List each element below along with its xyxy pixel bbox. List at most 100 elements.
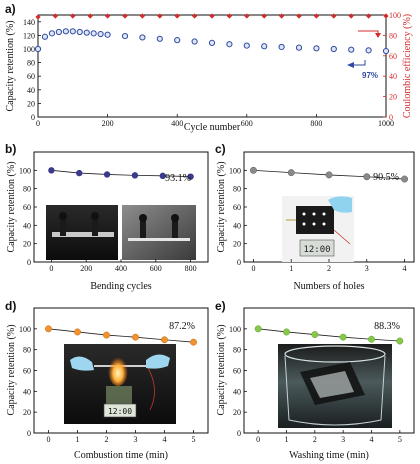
panel-a-retention-point [330, 45, 337, 53]
panel-b-data-point [159, 172, 166, 180]
panel-d-ytick-label: 60 [23, 367, 31, 376]
panel-a-efficiency-point [70, 13, 76, 19]
panel-a-xtick-label: 0 [36, 119, 40, 128]
panel-a-efficiency-point [52, 13, 58, 19]
panel-a-ytick2-label: 0 [389, 113, 393, 122]
panel-c-axes: 0 20 40 60 80 100 0 1 2 3 4 [229, 166, 407, 273]
panel-a-retention-point [261, 43, 268, 50]
panel-a-xlabel: Cycle number [184, 122, 241, 133]
panel-d-ytick-label: 0 [27, 429, 31, 438]
panel-e-ytick-label: 20 [233, 408, 241, 417]
panel-b: b) 0 20 40 60 80 100 0 200 400 600 800 93.1% Bendi… [5, 142, 209, 292]
panel-b-data-point [187, 173, 194, 180]
panel-b-photo [46, 205, 196, 260]
panel-c-series [249, 166, 409, 183]
panel-a-retention-point [156, 35, 163, 42]
panel-d-clock-text: 12:00 [108, 407, 132, 416]
panel-c-ytick-label: 40 [233, 221, 241, 230]
panel-a-efficiency-point [192, 13, 198, 19]
panel-a-efficiency-point [157, 13, 163, 19]
panel-a-efficiency-point [226, 13, 232, 19]
panel-a-annotation: 97% [362, 71, 378, 80]
panel-d-clock [103, 403, 137, 418]
panel-a-retention-point [382, 47, 390, 55]
panel-d-data-point [74, 328, 81, 336]
panel-a-efficiency-point [174, 13, 180, 19]
panel-a-right-axis: 0 20 40 60 80 100 [383, 11, 401, 122]
panel-a-ytick-label: 40 [27, 86, 35, 95]
panel-a-ytick-label: 80 [27, 59, 35, 68]
panel-d-ytick-label: 20 [23, 408, 31, 417]
panel-a-xtick-label: 600 [241, 119, 253, 128]
panel-c-xtick-label: 1 [289, 264, 293, 273]
panel-e-ytick-label: 0 [237, 429, 241, 438]
panel-a-efficiency-point [105, 13, 111, 19]
panel-a-ytick2-label: 80 [389, 31, 397, 40]
panel-d-ytick-label: 100 [19, 325, 31, 334]
panel-a-retention-point [174, 37, 181, 44]
panel-b-data-point [103, 171, 111, 178]
panel-e-xtick-label: 0 [256, 435, 260, 444]
panel-a-efficiency-point [313, 13, 319, 19]
panel-d-axes: 0 20 40 60 80 100 0 1 2 3 4 5 [19, 325, 196, 444]
panel-a-retention-point [226, 41, 233, 48]
panel-c-photo: 12:00 [282, 196, 354, 262]
panel-d-ytick-label: 40 [23, 387, 31, 396]
panel-e-axes: 0 20 40 60 80 100 0 1 2 3 4 5 [229, 325, 402, 444]
panel-b-ytick-label: 100 [19, 166, 31, 175]
panel-a-efficiency-point [139, 13, 145, 19]
panel-a-ytick-label: 60 [27, 72, 35, 81]
panel-b-ytick-label: 80 [23, 185, 31, 194]
panel-d: d) 12:00 0 20 40 60 80 100 0 1 2 3 4 5 87.2% Combus… [5, 299, 209, 461]
panel-b-xtick-label: 800 [185, 264, 197, 273]
panel-a-retention-bracket [353, 60, 366, 66]
panel-b-ytick-label: 60 [23, 203, 31, 212]
panel-d-annotation: 87.2% [169, 321, 195, 332]
panel-a-efficiency-point [383, 13, 389, 19]
panel-d-xtick-label: 3 [134, 435, 138, 444]
panel-e-series [254, 325, 404, 345]
panel-c-data-point [401, 175, 409, 183]
panel-e-series-line [258, 328, 400, 342]
panel-a-retention-point [365, 47, 372, 54]
panel-b-xtick-label: 600 [150, 264, 162, 273]
panel-a-retention-point [191, 38, 198, 45]
panel-e-data-point [311, 331, 319, 339]
panel-c-xtick-label: 3 [365, 264, 369, 273]
panel-e-data-point [254, 325, 262, 333]
panel-a-efficiency-series [35, 13, 389, 20]
panel-e-data-point [368, 335, 375, 343]
panel-a-efficiency-point [366, 13, 372, 19]
panel-a-retention-point [104, 31, 111, 38]
panel-e-xtick-label: 4 [370, 435, 374, 444]
panel-a-ytick2-label: 40 [389, 72, 397, 81]
panel-b-annotation: 93.1% [165, 173, 191, 184]
panel-b-xtick-label: 400 [115, 264, 127, 273]
panel-d-xtick-label: 0 [47, 435, 51, 444]
panel-b-data-point [76, 169, 83, 177]
panel-a-efficiency-point [331, 13, 337, 19]
panel-b-xlabel: Bending cycles [90, 281, 151, 292]
panel-b-ytick-label: 0 [27, 258, 31, 267]
panel-a-letter: a) [5, 2, 16, 16]
panel-a-retention-point [295, 44, 303, 51]
panel-a-efficiency-point [122, 13, 128, 19]
panel-b-letter: b) [5, 142, 16, 156]
panel-d-series [45, 325, 197, 346]
panel-b-xtick-label: 200 [80, 264, 92, 273]
panel-b-series-line [51, 169, 191, 178]
panel-a-xtick-label: 200 [102, 119, 114, 128]
panel-b-xtick-label: 0 [49, 264, 53, 273]
panel-a-retention-point [69, 28, 76, 35]
panel-a-efficiency-point [261, 13, 267, 19]
panel-e-ytick-label: 100 [229, 325, 241, 334]
panel-d-photo: 12:00 [64, 344, 176, 424]
panel-b-ytick-label: 20 [23, 240, 31, 249]
panel-c-xtick-label: 0 [251, 264, 255, 273]
panel-d-xtick-label: 5 [192, 435, 196, 444]
panel-c-xtick-label: 2 [327, 264, 331, 273]
panel-a-efficiency-point [296, 13, 302, 19]
panel-c-ytick-label: 0 [237, 258, 241, 267]
panel-c-data-point [249, 166, 257, 174]
